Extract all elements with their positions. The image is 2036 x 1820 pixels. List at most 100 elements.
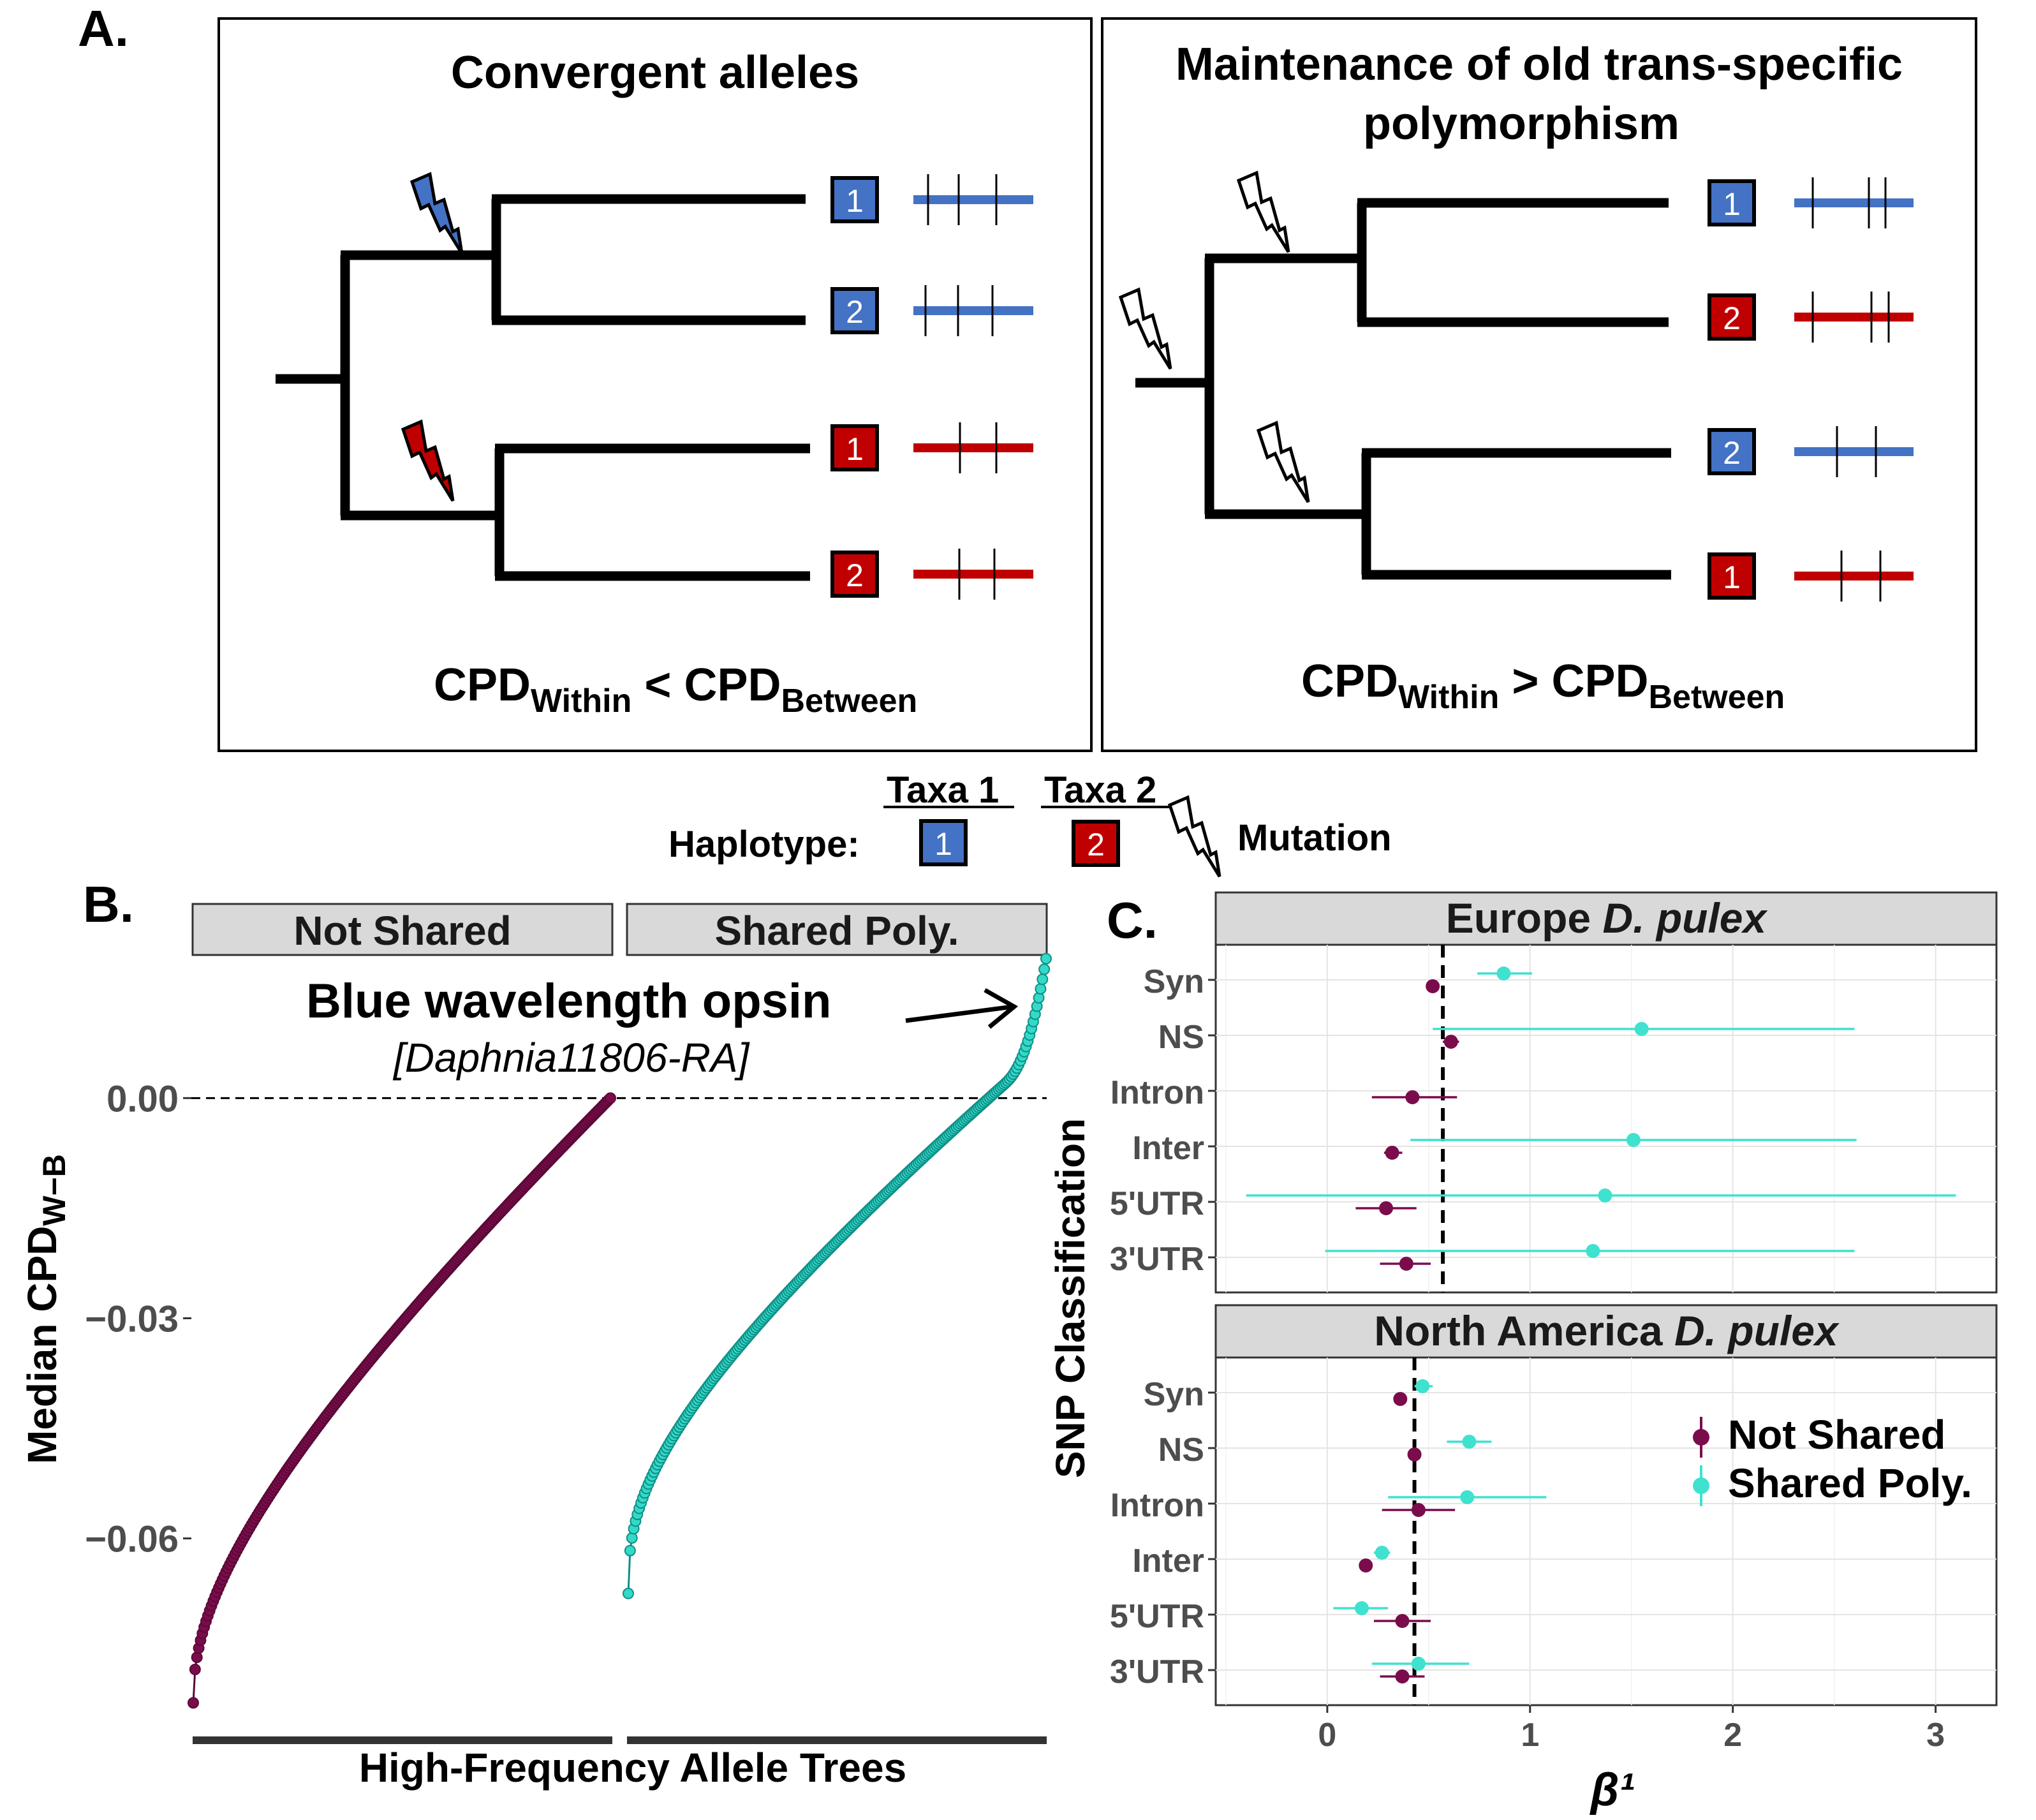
shared-estimate	[1496, 966, 1511, 980]
shared-estimate	[1415, 1379, 1430, 1393]
not-shared-estimate	[1407, 1447, 1422, 1461]
opsin-arrow	[905, 988, 1019, 1029]
x-tick-label: 3	[1926, 1717, 1945, 1754]
panel-a-legend: Taxa 1 Taxa 2 Haplotype: 1 2 Mutation	[668, 769, 1392, 878]
shared-estimate	[1460, 1490, 1475, 1504]
not-shared-estimate	[1405, 1090, 1420, 1104]
y-tick-label: −0.03	[85, 1298, 179, 1340]
legend-label-shared: Shared Poly.	[1728, 1460, 1972, 1506]
haplotype-number: 1	[1723, 559, 1741, 595]
taxa1-label: Taxa 1	[887, 769, 999, 811]
panel-c: C. Europe D. pulex Syn NS Intron Inter 5'UTR 3…	[1047, 891, 1998, 1816]
convergent-title: Convergent alleles	[451, 47, 859, 98]
haplotype-number: 2	[846, 558, 864, 593]
panel-c-label: C.	[1107, 892, 1158, 949]
bolt-shape	[1167, 795, 1221, 878]
shared-point	[1036, 973, 1049, 986]
category-label: Syn	[1144, 963, 1204, 1000]
taxa2-label: Taxa 2	[1044, 769, 1156, 811]
shared-estimate	[1462, 1435, 1477, 1449]
panel-a-left-border	[218, 17, 1093, 752]
facet-strip-shared	[626, 903, 1048, 956]
mutation-icon	[1256, 420, 1310, 503]
haplotype-box	[830, 424, 879, 471]
convergent-tree	[276, 194, 810, 581]
panel-c-plot: Europe D. pulex Syn NS Intron Inter 5'UTR 3'UT…	[1110, 891, 1998, 1754]
category-label: 3'UTR	[1110, 1241, 1204, 1278]
facet-title: North America D. pulex	[1374, 1307, 1840, 1354]
not-shared-estimate	[1379, 1201, 1394, 1215]
panel-b-xlabel: High-Frequency Allele Trees	[359, 1745, 906, 1791]
y-tick-label: 0.00	[107, 1078, 179, 1120]
panel-b-ylabel: Median CPDW−B	[19, 1154, 72, 1464]
panel-a-right-border	[1101, 17, 1977, 752]
not-shared-estimate	[1393, 1392, 1408, 1406]
haplotype-label: Haplotype:	[668, 824, 860, 865]
not-shared-estimate	[1443, 1035, 1458, 1049]
mutation-icon	[409, 172, 464, 255]
trans-specific-title-line1: Maintenance of old trans-specific	[1176, 39, 1903, 90]
category-label: NS	[1158, 1019, 1204, 1056]
panel-c-xlabel: β¹	[1590, 1765, 1635, 1816]
panel-b-label: B.	[83, 876, 134, 933]
haplotype-number: 1	[846, 431, 864, 467]
svg-text:2: 2	[1087, 827, 1105, 862]
panel-b-plot: 0.00 −0.03 −0.06	[85, 952, 1052, 1744]
haplotype-box	[1708, 179, 1756, 226]
haplotype-number: 1	[846, 183, 864, 219]
legend-key-not-shared	[1693, 1417, 1709, 1458]
haplotype-number: 2	[1723, 300, 1741, 336]
plot-frame	[1214, 943, 1998, 1294]
category-label: Intron	[1110, 1487, 1204, 1524]
shared-estimate	[1586, 1244, 1600, 1258]
facet-strip	[1214, 1304, 1998, 1359]
haplotype-box	[1708, 293, 1756, 341]
bolt-shape	[409, 172, 464, 255]
not-shared-estimate	[1411, 1503, 1426, 1517]
category-label: Syn	[1144, 1376, 1204, 1413]
plot-frame	[1214, 1356, 1998, 1706]
not-shared-estimate	[1359, 1558, 1373, 1572]
panel-a: A. Convergent alleles 1 2 1 2	[78, 0, 1977, 878]
category-label: Inter	[1132, 1543, 1204, 1580]
not-shared-point	[188, 1697, 199, 1709]
shared-point	[1038, 963, 1051, 975]
not-shared-point	[191, 1652, 203, 1664]
shared-point	[1040, 952, 1052, 965]
trans-specific-tree	[1135, 198, 1671, 580]
mutation-icon	[1236, 170, 1290, 253]
trans-specific-title-line2: polymorphism	[1363, 98, 1679, 149]
shared-estimate	[1626, 1133, 1641, 1147]
haplotype-number: 1	[1723, 186, 1741, 222]
mutation-label: Mutation	[1237, 817, 1392, 859]
shared-point	[1035, 983, 1047, 995]
shared-point	[624, 1544, 636, 1557]
facet-strip-not-shared	[191, 903, 614, 956]
panel-c-ylabel: SNP Classification	[1047, 1118, 1093, 1478]
bolt-shape	[1256, 420, 1310, 503]
mutation-legend-icon	[1167, 795, 1221, 878]
legend-dot	[1693, 1429, 1709, 1446]
mutation-icon	[401, 419, 455, 502]
haplotype-2-swatch: 2	[1072, 820, 1120, 867]
not-shared-estimate	[1395, 1669, 1410, 1683]
haplotype-number: 2	[1723, 435, 1741, 471]
convergent-formula: CPDWithin < CPDBetween	[434, 660, 917, 720]
svg-text:1: 1	[934, 826, 952, 862]
panel-a-label: A.	[78, 0, 129, 57]
haplotype-box	[1708, 428, 1756, 475]
haplotype-1-swatch: 1	[919, 819, 968, 866]
category-label: NS	[1158, 1432, 1204, 1469]
category-label: 5'UTR	[1110, 1598, 1204, 1635]
y-tick-label: −0.06	[85, 1519, 179, 1560]
panel-a-right-box: Maintenance of old trans-specific polymo…	[1101, 17, 1977, 752]
bolt-shape	[1236, 170, 1290, 253]
haplotype-number: 2	[846, 294, 864, 330]
trans-specific-tips: 1 2 2 1	[1708, 177, 1914, 602]
category-label: 3'UTR	[1110, 1654, 1204, 1691]
haplotype-box	[830, 176, 879, 223]
x-axis-bar	[627, 1736, 1047, 1744]
panel-b: B. Not Shared Shared Poly. 0.00 −0.03 −0.0…	[19, 876, 1052, 1791]
